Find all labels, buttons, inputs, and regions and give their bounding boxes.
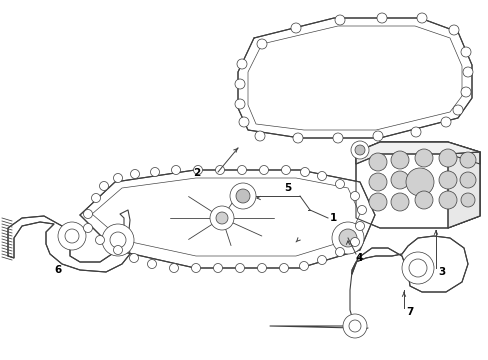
Circle shape — [438, 191, 456, 209]
Circle shape — [390, 171, 408, 189]
Circle shape — [129, 253, 138, 262]
Circle shape — [300, 167, 309, 176]
Polygon shape — [355, 142, 479, 228]
Polygon shape — [447, 152, 479, 228]
Circle shape — [235, 99, 244, 109]
Circle shape — [171, 166, 180, 175]
Circle shape — [237, 59, 246, 69]
Polygon shape — [80, 170, 374, 268]
Circle shape — [216, 212, 227, 224]
Circle shape — [292, 133, 303, 143]
Circle shape — [215, 166, 224, 175]
Circle shape — [239, 117, 248, 127]
Circle shape — [440, 117, 450, 127]
Circle shape — [91, 194, 101, 202]
Text: 6: 6 — [54, 265, 61, 275]
Circle shape — [390, 193, 408, 211]
Circle shape — [110, 232, 126, 248]
Circle shape — [236, 189, 249, 203]
Circle shape — [405, 168, 433, 196]
Circle shape — [460, 193, 474, 207]
Circle shape — [355, 221, 364, 230]
Circle shape — [331, 222, 363, 254]
Circle shape — [448, 25, 458, 35]
Circle shape — [257, 39, 266, 49]
Circle shape — [335, 248, 344, 256]
Circle shape — [317, 256, 326, 265]
Circle shape — [58, 222, 86, 250]
Circle shape — [213, 264, 222, 273]
Circle shape — [408, 259, 426, 277]
Circle shape — [401, 252, 433, 284]
Circle shape — [335, 180, 344, 189]
Circle shape — [357, 206, 366, 215]
Text: 1: 1 — [329, 213, 337, 223]
Circle shape — [372, 131, 382, 141]
Text: 4: 4 — [355, 253, 363, 263]
Circle shape — [235, 79, 244, 89]
Polygon shape — [355, 142, 479, 164]
Circle shape — [150, 167, 159, 176]
Text: 3: 3 — [437, 267, 445, 277]
Circle shape — [102, 224, 134, 256]
Circle shape — [317, 171, 326, 180]
Text: 2: 2 — [192, 168, 200, 178]
Circle shape — [83, 210, 92, 219]
Circle shape — [281, 166, 290, 175]
Circle shape — [350, 192, 359, 201]
Circle shape — [462, 67, 472, 77]
Circle shape — [368, 173, 386, 191]
Circle shape — [229, 183, 256, 209]
Circle shape — [290, 23, 301, 33]
Circle shape — [235, 264, 244, 273]
Circle shape — [452, 105, 462, 115]
Circle shape — [209, 206, 234, 230]
Circle shape — [259, 166, 268, 175]
Text: 7: 7 — [405, 307, 412, 317]
Circle shape — [169, 264, 178, 273]
Polygon shape — [351, 236, 467, 292]
Circle shape — [376, 13, 386, 23]
Circle shape — [368, 153, 386, 171]
Circle shape — [414, 149, 432, 167]
Circle shape — [334, 15, 345, 25]
Circle shape — [410, 127, 420, 137]
Circle shape — [83, 224, 92, 233]
Circle shape — [416, 13, 426, 23]
Circle shape — [438, 149, 456, 167]
Circle shape — [65, 229, 79, 243]
Circle shape — [279, 264, 288, 273]
Circle shape — [299, 261, 308, 270]
Circle shape — [237, 166, 246, 175]
Text: 5: 5 — [284, 183, 291, 193]
Circle shape — [338, 229, 356, 247]
Polygon shape — [8, 210, 130, 272]
Circle shape — [332, 133, 342, 143]
Circle shape — [459, 152, 475, 168]
Circle shape — [350, 238, 359, 247]
Circle shape — [350, 141, 368, 159]
Circle shape — [414, 191, 432, 209]
Circle shape — [254, 131, 264, 141]
Circle shape — [390, 151, 408, 169]
Circle shape — [99, 181, 108, 190]
Circle shape — [257, 264, 266, 273]
Circle shape — [342, 314, 366, 338]
Circle shape — [354, 145, 364, 155]
Circle shape — [147, 260, 156, 269]
Circle shape — [459, 172, 475, 188]
Circle shape — [348, 320, 360, 332]
Circle shape — [438, 171, 456, 189]
Circle shape — [130, 170, 139, 179]
Circle shape — [113, 174, 122, 183]
Circle shape — [191, 264, 200, 273]
Circle shape — [460, 87, 470, 97]
Polygon shape — [238, 18, 471, 138]
Circle shape — [460, 47, 470, 57]
Circle shape — [193, 166, 202, 175]
Circle shape — [113, 246, 122, 255]
Circle shape — [95, 235, 104, 244]
Circle shape — [368, 193, 386, 211]
